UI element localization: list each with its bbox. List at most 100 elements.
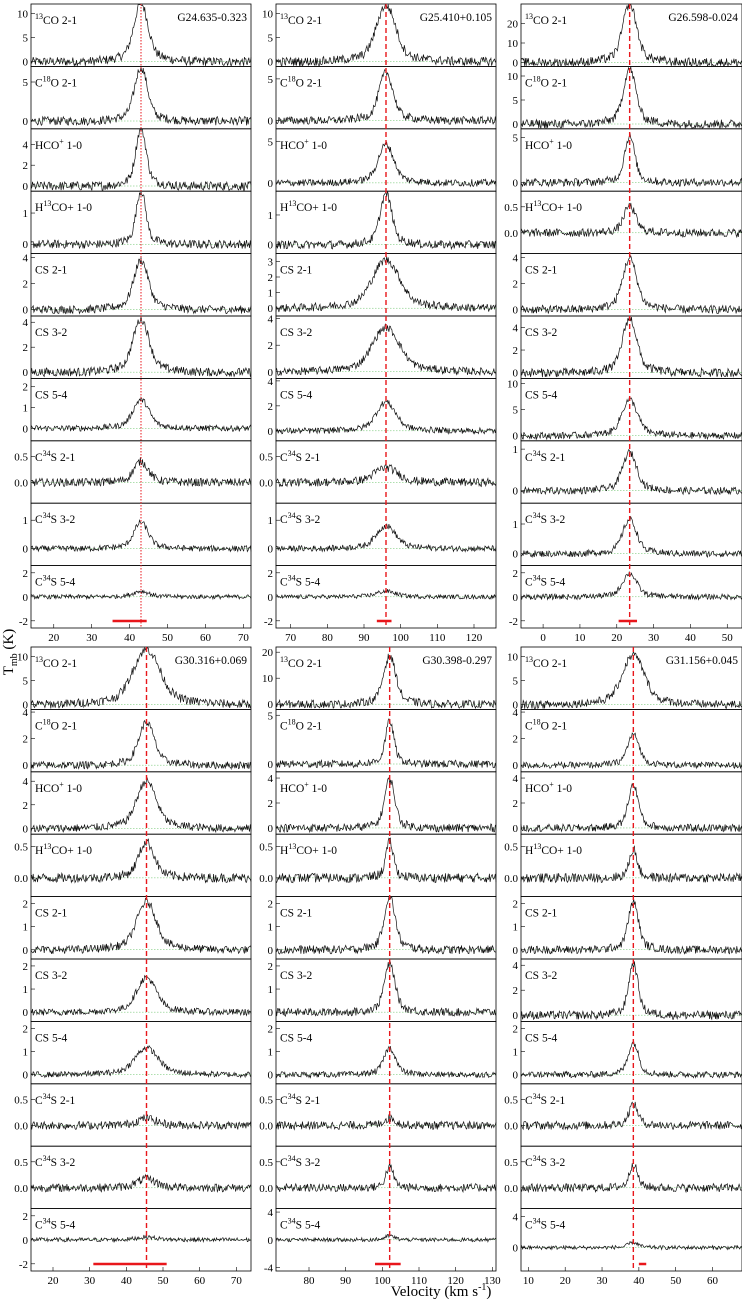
- spectrum-panel: 0.0 0.5 C34S 3-2: [504, 1145, 742, 1209]
- panel-frame: [520, 315, 742, 379]
- y-tick-label: 0: [268, 1235, 274, 1247]
- y-tick-label: 2: [268, 272, 274, 284]
- spectrum-panel: -2 0 2 C34S 5-4: [19, 1208, 252, 1272]
- spectrum-trace: [520, 1101, 742, 1131]
- x-tick-label: 120: [447, 1275, 464, 1287]
- y-tick-label: 0.5: [259, 1157, 273, 1169]
- spectrum-panel: 0 2 4 CS 3-2: [513, 958, 742, 1022]
- line-label: C34S 2-1: [35, 449, 76, 464]
- x-tick-label: 40: [685, 632, 697, 644]
- x-tick-label: 70: [231, 1275, 243, 1287]
- line-label: C34S 2-1: [525, 1092, 566, 1107]
- y-tick-label: -2: [19, 1259, 28, 1271]
- line-label: CS 3-2: [525, 970, 558, 982]
- y-tick-label: 4: [513, 253, 519, 265]
- spectrum-trace: [30, 1045, 252, 1079]
- spectrum-panel: 0.0 0.5 C34S 2-1: [504, 1083, 742, 1147]
- y-tick-label: 0: [268, 945, 274, 957]
- y-tick-label: 3: [268, 256, 274, 268]
- y-tick-label: -2: [19, 616, 28, 628]
- x-tick-label: 20: [48, 632, 60, 644]
- line-label: C34S 3-2: [525, 511, 566, 526]
- y-tick-label: 2: [513, 985, 519, 997]
- y-tick-label: 5: [513, 95, 519, 107]
- spectrum-trace: [275, 837, 497, 884]
- spectrum-panel: 0 5 10 CS 5-4: [507, 377, 742, 443]
- line-label: HCO+ 1-0: [35, 137, 82, 152]
- y-tick-label: 5: [513, 676, 519, 688]
- y-tick-label: 0: [268, 1007, 274, 1019]
- y-tick-label: 0: [23, 544, 29, 556]
- spectrum-panel: 0 1 C34S 3-2: [513, 502, 742, 567]
- panel-frame: [520, 771, 742, 835]
- line-label: H13CO+ 1-0: [35, 199, 92, 214]
- spectrum-panel: 0 2 4 HCO+ 1-0: [23, 128, 252, 193]
- spectrum-panel: 0 1 2 CS 5-4: [268, 1021, 497, 1085]
- line-label: C34S 2-1: [280, 449, 321, 464]
- x-tick-label: 70: [238, 632, 250, 644]
- line-label: C18O 2-1: [280, 74, 322, 89]
- spectrum-trace: [30, 838, 252, 884]
- y-tick-label: 0: [513, 431, 519, 443]
- line-label: CS 3-2: [280, 327, 313, 339]
- line-label: CS 2-1: [525, 908, 558, 920]
- line-label: CS 5-4: [35, 1032, 68, 1044]
- line-label: H13CO+ 1-0: [280, 199, 337, 214]
- x-tick-label: 70: [285, 632, 297, 644]
- line-label: C34S 3-2: [35, 511, 76, 526]
- y-tick-label: 0.0: [259, 477, 273, 489]
- x-tick-label: 110: [411, 1275, 428, 1287]
- y-tick-label: 0: [513, 368, 519, 380]
- spectrum-panel: 0 1 H13CO+ 1-0: [23, 190, 252, 254]
- y-tick-label: 2: [268, 899, 274, 911]
- y-tick-label: 1: [513, 922, 519, 934]
- y-tick-label: 0.5: [14, 1094, 28, 1106]
- panel-frame: [275, 1083, 497, 1147]
- spectrum-trace: [520, 1239, 742, 1251]
- line-label: HCO+ 1-0: [35, 780, 82, 795]
- y-tick-label: 10: [507, 71, 519, 83]
- spectrum-trace: [520, 1040, 742, 1079]
- panel-frame: [520, 502, 742, 567]
- line-label: C18O 2-1: [525, 717, 567, 732]
- x-tick-label: 30: [648, 632, 660, 644]
- spectrum-panel: 0 1 2 CS 3-2: [268, 958, 497, 1022]
- x-tick-label: 50: [722, 632, 734, 644]
- y-tick-label: 0.0: [259, 873, 273, 885]
- line-label: CS 2-1: [525, 265, 558, 277]
- y-tick-label: 2: [268, 1023, 274, 1035]
- y-tick-label: 2: [23, 961, 29, 973]
- y-tick-label: 1: [268, 515, 274, 527]
- line-label: C18O 2-1: [280, 717, 322, 732]
- y-tick-label: 0: [513, 1243, 519, 1255]
- y-tick-label: 2: [23, 1023, 29, 1035]
- x-tick-label: 20: [611, 632, 623, 644]
- spectrum-trace: [30, 719, 252, 771]
- panel-frame: [30, 1083, 252, 1147]
- line-label: C34S 3-2: [35, 1154, 76, 1169]
- panel-frame: [520, 1208, 742, 1272]
- line-label: C34S 5-4: [525, 574, 566, 589]
- line-label: 13CO 2-1: [35, 12, 77, 27]
- y-tick-label: 0: [23, 305, 29, 317]
- y-tick-label: 0: [23, 423, 29, 435]
- y-tick-label: 0: [23, 116, 29, 128]
- spectrum-trace: [275, 1234, 497, 1243]
- y-tick-label: 0: [23, 700, 29, 712]
- y-tick-label: 0: [513, 177, 519, 189]
- y-tick-label: 0: [513, 486, 519, 498]
- y-tick-label: 0: [513, 945, 519, 957]
- line-label: C18O 2-1: [525, 74, 567, 89]
- y-tick-label: 10: [17, 652, 29, 664]
- y-tick-label: 0: [268, 367, 274, 379]
- spectrum-panel: 0 5 C18O 2-1: [268, 709, 497, 773]
- x-tick-label: 100: [374, 1275, 391, 1287]
- spectrum-trace: [520, 315, 742, 378]
- spectrum-panel: 0.0 0.5 H13CO+ 1-0: [14, 833, 252, 898]
- x-tick-label: 60: [194, 1275, 206, 1287]
- spectrum-trace: [30, 1113, 252, 1131]
- spectrum-trace: [275, 896, 496, 955]
- y-tick-label: 0: [268, 1070, 274, 1082]
- y-tick-label: 1: [23, 922, 29, 934]
